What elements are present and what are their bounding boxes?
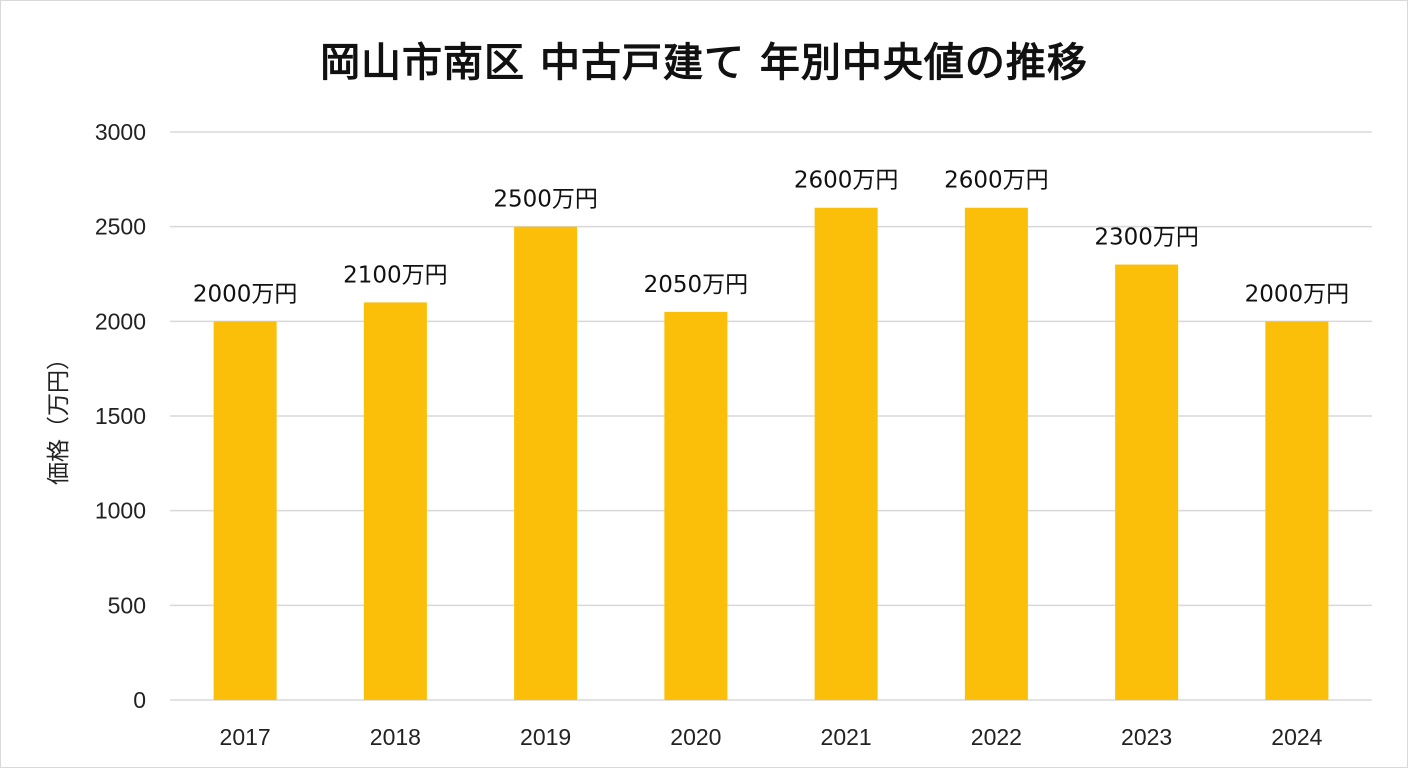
x-tick-label: 2020 <box>670 724 721 750</box>
y-tick-label: 500 <box>108 592 146 618</box>
y-tick-label: 1000 <box>95 498 146 524</box>
data-label: 2500万円 <box>493 187 598 213</box>
x-tick-label: 2022 <box>971 724 1022 750</box>
data-label: 2100万円 <box>343 262 448 288</box>
data-label: 2600万円 <box>944 168 1049 194</box>
bar <box>814 207 878 700</box>
data-label: 2600万円 <box>794 168 899 194</box>
data-label: 2050万円 <box>644 272 749 298</box>
x-tick-label: 2019 <box>520 724 571 750</box>
bar <box>213 321 277 700</box>
chart-title: 岡山市南区 中古戸建て 年別中央値の推移 <box>320 40 1088 86</box>
y-axis-title: 価格（万円） <box>46 347 72 485</box>
y-tick-label: 2500 <box>95 214 146 240</box>
x-tick-label: 2021 <box>821 724 872 750</box>
data-label: 2300万円 <box>1094 225 1199 251</box>
bar <box>1265 321 1329 700</box>
data-label: 2000万円 <box>193 281 298 307</box>
x-tick-label: 2024 <box>1271 724 1322 750</box>
bar <box>1115 264 1179 700</box>
x-tick-label: 2023 <box>1121 724 1172 750</box>
x-tick-label: 2018 <box>370 724 421 750</box>
x-tick-label: 2017 <box>220 724 271 750</box>
bar <box>664 311 728 700</box>
bar <box>363 302 427 700</box>
y-tick-label: 3000 <box>95 119 146 145</box>
y-tick-label: 0 <box>133 687 146 713</box>
y-tick-label: 2000 <box>95 308 146 334</box>
y-tick-label: 1500 <box>95 403 146 429</box>
data-label: 2000万円 <box>1245 281 1350 307</box>
bar <box>964 207 1028 700</box>
bar <box>514 226 578 700</box>
